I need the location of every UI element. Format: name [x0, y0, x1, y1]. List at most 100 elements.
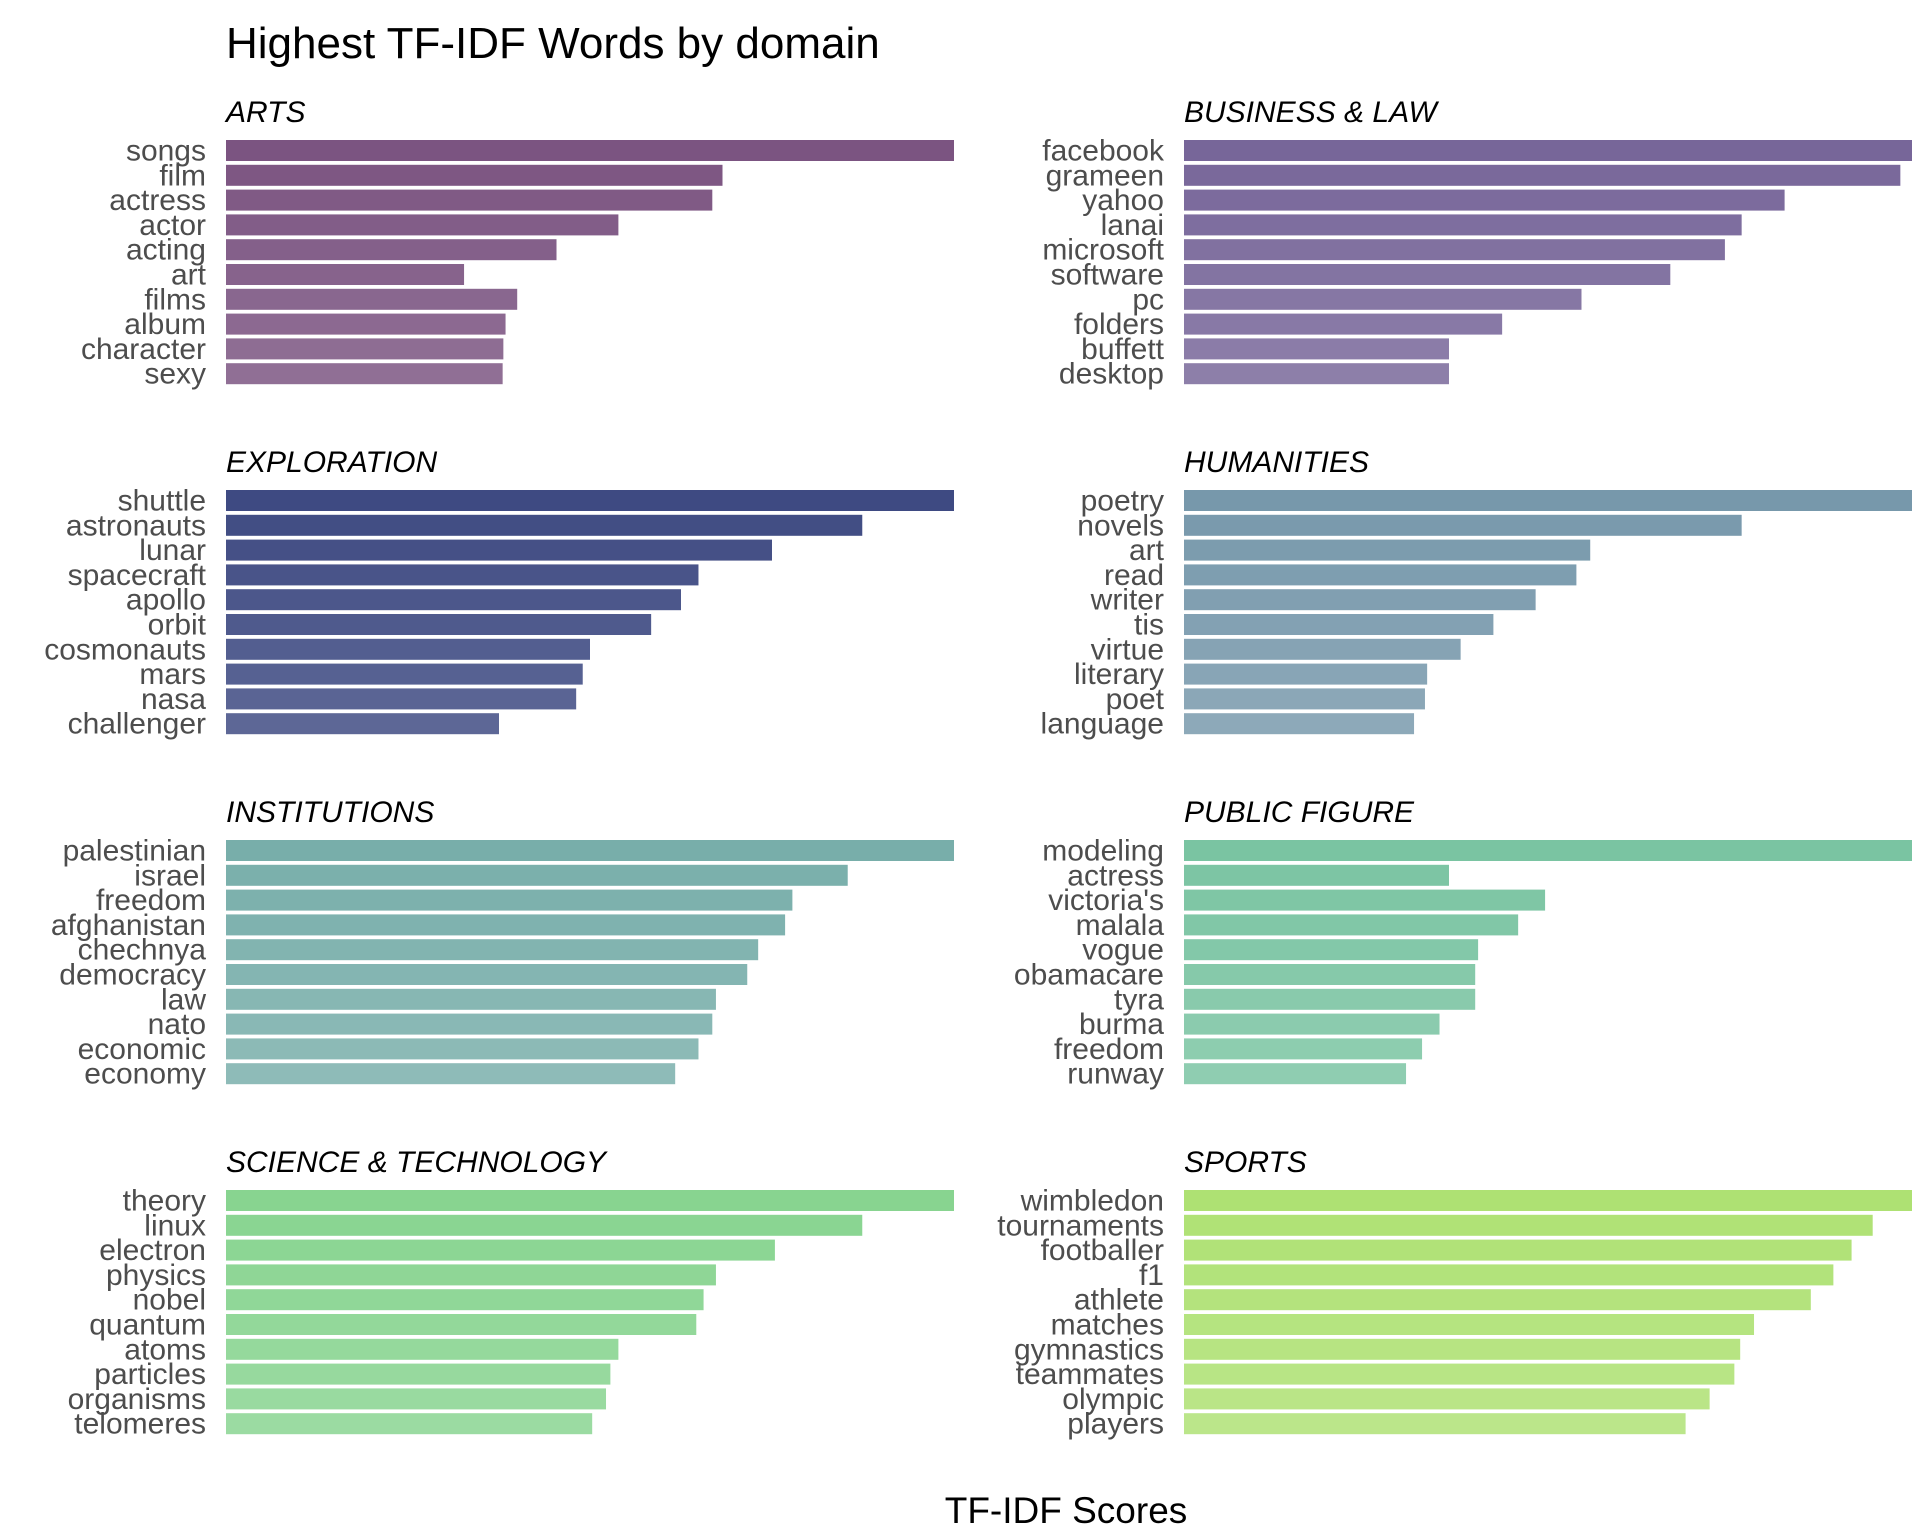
bar-science-technology-nobel: [226, 1289, 704, 1311]
bar-institutions-afghanistan: [226, 914, 786, 936]
word-label: grameen: [1046, 159, 1164, 192]
word-label: actress: [109, 184, 206, 217]
bar-humanities-read: [1184, 564, 1577, 586]
word-label: character: [81, 333, 206, 366]
bar-humanities-poet: [1184, 688, 1425, 710]
panel-title: ARTS: [224, 96, 305, 129]
word-label: spacecraft: [68, 559, 207, 592]
bar-arts-character: [226, 338, 504, 360]
bar-arts-songs: [226, 140, 954, 161]
word-label: theory: [123, 1185, 206, 1218]
word-label: films: [144, 283, 206, 316]
word-label: yahoo: [1082, 184, 1164, 217]
word-label: literary: [1074, 658, 1164, 691]
bar-science-technology-telomeres: [226, 1413, 593, 1435]
bar-science-technology-quantum: [226, 1314, 697, 1335]
word-label: microsoft: [1042, 234, 1164, 267]
bar-public-figure-tyra: [1184, 988, 1476, 1010]
bar-institutions-israel: [226, 864, 848, 886]
bar-humanities-literary: [1184, 663, 1428, 685]
bar-sports-wimbledon: [1184, 1190, 1912, 1211]
word-label: nasa: [141, 683, 206, 716]
panel-title: BUSINESS & LAW: [1184, 96, 1440, 129]
bar-sports-matches: [1184, 1314, 1755, 1335]
bar-exploration-lunar: [226, 539, 772, 561]
word-label: players: [1067, 1408, 1164, 1441]
bar-sports-footballer: [1184, 1239, 1852, 1261]
word-label: read: [1104, 559, 1164, 592]
word-label: gymnastics: [1014, 1333, 1164, 1366]
word-label: actor: [139, 209, 206, 242]
bar-science-technology-theory: [226, 1190, 954, 1211]
bar-public-figure-victoria-s: [1184, 889, 1546, 911]
word-label: economy: [84, 1058, 206, 1091]
panel-title: PUBLIC FIGURE: [1184, 796, 1415, 829]
word-label: art: [1129, 534, 1165, 567]
word-label: software: [1051, 259, 1164, 292]
word-label: democracy: [59, 959, 206, 992]
word-label: athlete: [1074, 1284, 1164, 1317]
bar-arts-actor: [226, 214, 619, 236]
bar-humanities-language: [1184, 713, 1415, 735]
word-label: pc: [1132, 283, 1164, 316]
panel-institutions: INSTITUTIONS palestinianisraelfreedomafgh…: [51, 796, 954, 1091]
word-label: palestinian: [63, 835, 206, 868]
word-label: israel: [134, 859, 206, 892]
bar-sports-olympic: [1184, 1388, 1710, 1410]
word-label: tyra: [1114, 983, 1164, 1016]
word-label: folders: [1074, 308, 1164, 341]
word-label: modeling: [1042, 835, 1164, 868]
word-label: virtue: [1091, 633, 1164, 666]
word-label: electron: [99, 1234, 206, 1267]
bar-institutions-chechnya: [226, 939, 759, 961]
word-label: olympic: [1062, 1383, 1164, 1416]
word-label: physics: [106, 1259, 206, 1292]
word-label: lanai: [1101, 209, 1164, 242]
bar-public-figure-actress: [1184, 864, 1449, 886]
word-label: footballer: [1041, 1234, 1164, 1267]
bar-institutions-economy: [226, 1063, 676, 1085]
bar-exploration-cosmonauts: [226, 638, 590, 660]
bar-arts-film: [226, 164, 723, 186]
bar-public-figure-modeling: [1184, 840, 1912, 861]
bar-sports-athlete: [1184, 1289, 1811, 1311]
word-label: quantum: [89, 1309, 206, 1342]
bar-humanities-poetry: [1184, 490, 1912, 511]
bar-institutions-democracy: [226, 964, 748, 985]
word-label: buffett: [1081, 333, 1165, 366]
panel-public-figure: PUBLIC FIGURE modelingactressvictoria'sma…: [1014, 796, 1912, 1091]
bar-business-law-grameen: [1184, 164, 1901, 186]
bar-exploration-spacecraft: [226, 564, 699, 586]
bar-institutions-economic: [226, 1038, 699, 1060]
word-label: f1: [1139, 1259, 1164, 1292]
bar-arts-album: [226, 313, 506, 335]
word-label: poetry: [1081, 485, 1164, 518]
bar-exploration-orbit: [226, 614, 652, 635]
panel-humanities: HUMANITIES poetrynovelsartreadwritertisvi…: [1041, 446, 1912, 741]
bar-public-figure-runway: [1184, 1063, 1407, 1085]
bar-humanities-tis: [1184, 614, 1494, 635]
bar-business-law-desktop: [1184, 363, 1449, 385]
bar-business-law-software: [1184, 264, 1671, 285]
bar-science-technology-atoms: [226, 1338, 619, 1360]
bar-humanities-novels: [1184, 514, 1742, 536]
bar-institutions-freedom: [226, 889, 793, 911]
bar-public-figure-freedom: [1184, 1038, 1423, 1060]
word-label: desktop: [1059, 358, 1164, 391]
word-label: cosmonauts: [44, 633, 206, 666]
word-label: teammates: [1016, 1358, 1164, 1391]
panel-title: EXPLORATION: [226, 446, 437, 479]
bar-sports-players: [1184, 1413, 1686, 1435]
panel-science-technology: SCIENCE & TECHNOLOGYtheorylinuxelectronp…: [68, 1146, 954, 1441]
word-label: atoms: [124, 1333, 206, 1366]
word-label: lunar: [139, 534, 206, 567]
word-label: telomeres: [74, 1408, 206, 1441]
panel-title: INSTITUTIONS: [226, 796, 434, 829]
panel-title: SCIENCE & TECHNOLOGY: [226, 1146, 608, 1179]
word-label: burma: [1079, 1008, 1164, 1041]
word-label: orbit: [148, 609, 207, 642]
bar-science-technology-linux: [226, 1214, 863, 1236]
word-label: language: [1041, 708, 1164, 741]
bar-humanities-virtue: [1184, 638, 1461, 660]
bar-business-law-pc: [1184, 288, 1582, 310]
